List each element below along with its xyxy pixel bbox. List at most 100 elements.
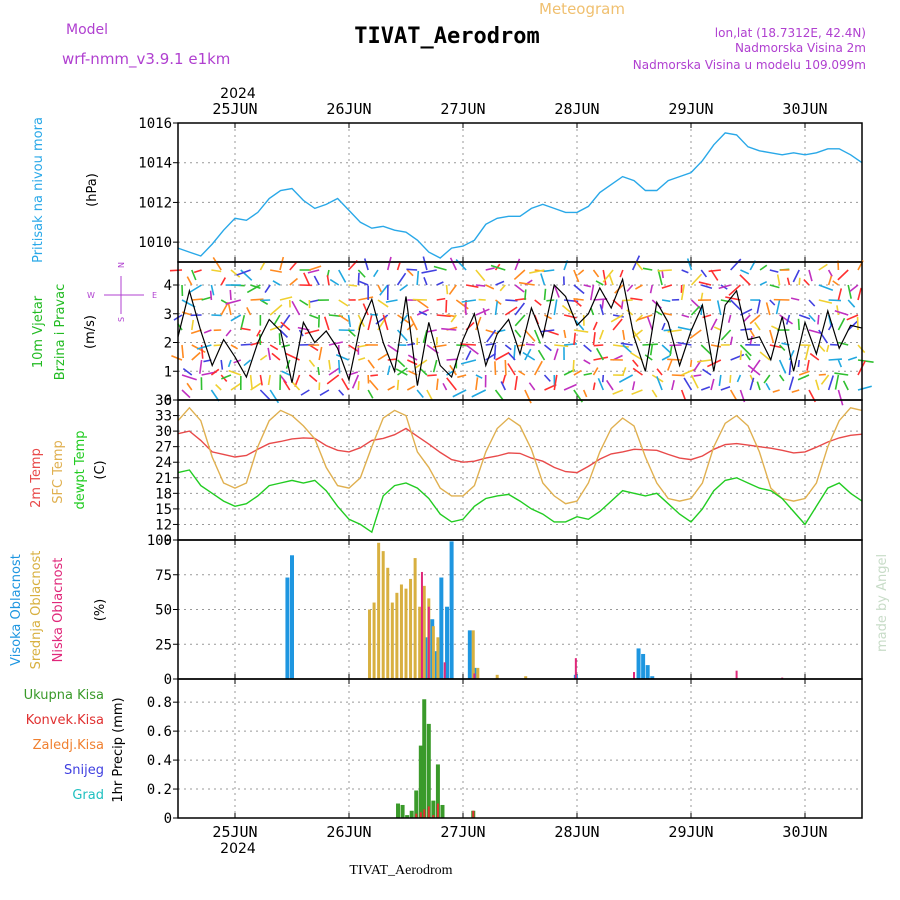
wind-arrow [452,389,467,398]
wind-arrow [377,299,389,308]
wind-arrow [749,314,761,325]
wind-arrow [407,342,416,346]
wind-arrow [661,322,666,331]
wind-arrow [358,357,366,361]
wind-arrow [834,372,849,376]
wind-arrow [798,277,801,286]
wind-arrow [564,343,577,346]
date-label-top: 30JUN [782,100,827,118]
wind-arrow [446,358,458,361]
wind-arrow [475,374,483,379]
wind-arrow [421,269,437,274]
wind-arrow [416,389,424,398]
wind-arrow [285,352,300,361]
wind-arrow [592,382,596,391]
wind-arrow [240,327,251,331]
wind-arrow [309,314,319,320]
wind-arrow [250,284,261,290]
wind-arrow [775,299,781,315]
wind-arrow [446,370,454,376]
wind-arrow [494,301,499,316]
wind-arrow [495,351,510,361]
wind-arrow [504,306,518,316]
wind-arrow [837,269,849,281]
cloud-bar [445,606,450,679]
wind-arrow [416,270,420,286]
y-tick-label: 24 [155,455,172,471]
wind-arrow [582,389,588,398]
cloud-bar [422,585,426,679]
watermark: made by Angel [875,554,890,652]
wind-arrow [837,317,846,331]
wind-arrow [494,361,497,376]
wind-arrow [348,329,356,337]
wind-arrow [513,344,516,360]
wind-arrow [486,329,497,343]
wind-arrow [602,269,614,283]
wind-arrow [808,329,822,335]
wind-arrow [776,274,781,286]
wind-arrow [169,269,183,272]
date-label-top: 28JUN [554,100,599,118]
2m-temp-series [177,427,863,474]
wind-arrow [422,329,428,344]
wind-arrow [436,297,446,301]
wind-arrow [763,374,771,384]
wind-arrow [351,374,360,389]
wind-arrow [736,374,742,383]
y-tick-label: 0.6 [147,724,172,740]
wind-arrow [396,359,406,368]
wind-arrow [209,290,213,301]
wind-arrow [772,389,780,393]
wind-arrow [229,289,232,301]
wind-arrow [720,299,732,303]
cloud-bar [449,541,454,679]
wind-arrow [387,358,398,361]
wind-arrow [181,299,196,308]
wind-arrow [210,284,215,296]
precip-bar [472,810,475,818]
wind-arrow [779,344,786,351]
wind-arrow [367,314,373,331]
cloud-bar [473,673,476,679]
wind-arrow [518,370,526,376]
wind-arrow [280,321,291,331]
wind-arrow [602,269,607,286]
wind-arrow [445,284,449,295]
wind-arrow [680,389,687,401]
wind-arrow [518,281,535,286]
wind-arrow [605,379,614,391]
cloud-bar [372,602,376,679]
wind-arrow [543,288,547,301]
wind-arrow [533,360,543,376]
wind-arrow [317,367,320,376]
cloud-bar [467,630,472,679]
wind-arrow [720,329,732,341]
wind-arrow [436,281,444,286]
wind-arrow [213,344,222,347]
wind-arrow [680,284,686,301]
wind-arrow [367,359,375,369]
wind-arrow [655,310,663,316]
wind-arrow [249,374,253,389]
wind-arrow [573,329,589,333]
cloud-bar [431,626,435,679]
y-tick-label: 0.2 [147,782,172,798]
wind-arrow [573,269,580,283]
wind-arrow [589,284,595,301]
wind-arrow [827,275,833,286]
wind-arrow [543,344,552,352]
wind-arrow [524,389,532,404]
wind-arrow [756,299,761,314]
wind-arrow [827,375,835,391]
wind-arrow [554,344,569,348]
footer-station: TIVAT_Aerodrom [349,863,452,878]
wind-arrow [338,269,347,283]
wind-arrow [338,299,349,307]
wind-arrow [386,365,391,376]
wind-arrow [502,374,507,384]
date-label-bottom: 30JUN [782,823,827,841]
precip-bar [427,806,430,818]
wind-arrow [710,269,719,281]
wind-arrow [739,350,743,361]
